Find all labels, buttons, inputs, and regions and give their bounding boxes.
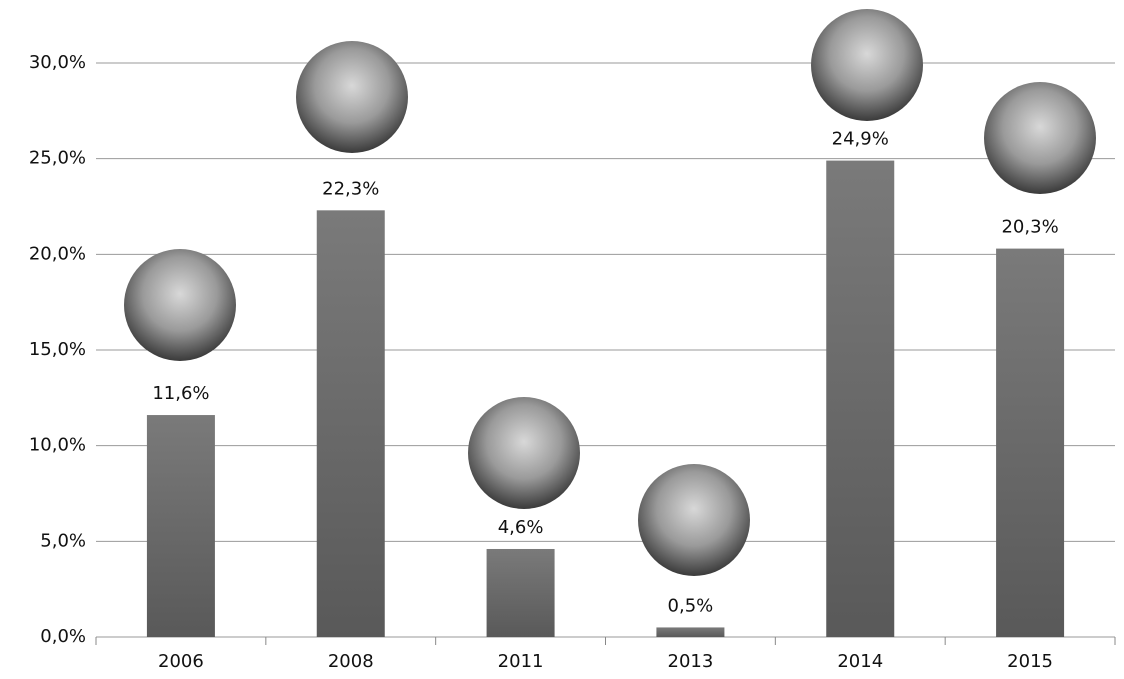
- y-tick-label: 20,0%: [29, 243, 86, 264]
- value-label: 20,3%: [1001, 217, 1058, 238]
- portrait: [811, 9, 923, 121]
- x-tick-label: 2015: [1007, 651, 1053, 672]
- portrait: [984, 82, 1096, 194]
- value-label: 22,3%: [322, 178, 379, 199]
- y-tick-label: 0,0%: [40, 626, 86, 647]
- x-tick-label: 2014: [837, 651, 883, 672]
- y-tick-label: 15,0%: [29, 339, 86, 360]
- y-tick-label: 10,0%: [29, 435, 86, 456]
- bar: [487, 549, 555, 637]
- x-tick-label: 2013: [668, 651, 714, 672]
- value-label: 0,5%: [668, 595, 714, 616]
- x-tick-label: 2006: [158, 651, 204, 672]
- value-label: 11,6%: [152, 383, 209, 404]
- bar: [656, 627, 724, 637]
- value-label: 24,9%: [832, 129, 889, 150]
- value-label: 4,6%: [498, 517, 544, 538]
- portrait: [124, 249, 236, 361]
- y-tick-label: 25,0%: [29, 148, 86, 169]
- chart: 0,0% 5,0% 10,0% 15,0% 20,0% 25,0% 30,0% 2006 11,…: [0, 0, 1124, 679]
- page: {"chart_data": {"type": "bar", "categori…: [0, 0, 1124, 679]
- bar: [317, 210, 385, 637]
- portrait: [468, 397, 580, 509]
- y-tick-label: 5,0%: [40, 530, 86, 551]
- bar: [826, 161, 894, 637]
- bar: [996, 249, 1064, 637]
- x-tick-label: 2011: [498, 651, 544, 672]
- portrait: [638, 464, 750, 576]
- photos: [124, 9, 1096, 576]
- portrait: [296, 41, 408, 153]
- y-tick-label: 30,0%: [29, 52, 86, 73]
- x-tick-label: 2008: [328, 651, 374, 672]
- bar: [147, 415, 215, 637]
